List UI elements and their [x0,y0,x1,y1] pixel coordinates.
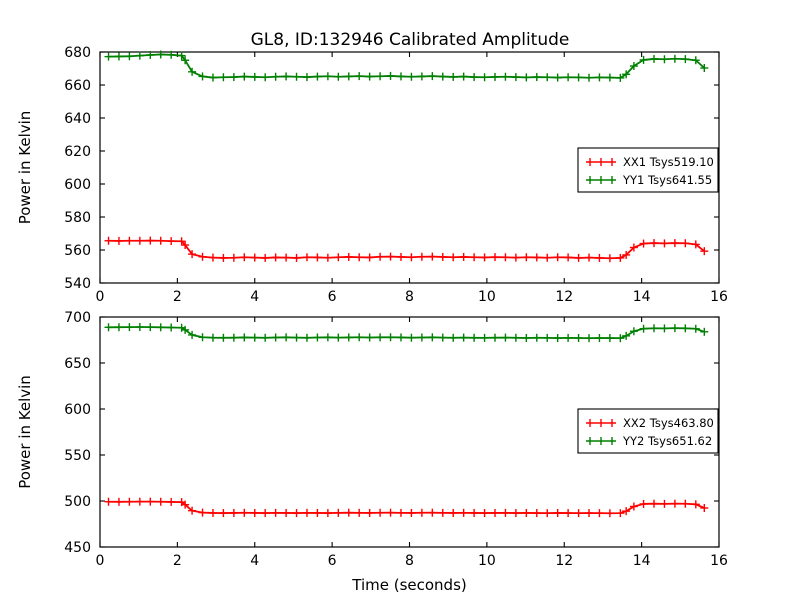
top-panel-axes: 0 2 4 6 8 10 12 14 16 540 560 580 600 620 640 660 680 Pow… [16,45,728,305]
x-axis-label: Time (seconds) [351,576,467,594]
y-tick-label: 640 [64,111,91,127]
x-tick-label: 6 [328,289,337,305]
y-tick-label: 560 [64,243,91,259]
x-tick-label: 16 [710,553,728,569]
y-tick-label: 600 [64,177,91,193]
y-tick-label: 540 [64,276,91,292]
y-tick-label: 580 [64,210,91,226]
legend-entry-label: XX2 Tsys463.80 [623,416,714,430]
legend-entry-label: XX1 Tsys519.10 [623,155,714,169]
series-markers [104,50,709,82]
x-tick-label: 4 [250,289,259,305]
legend-bottom[interactable]: XX2 Tsys463.80 YY2 Tsys651.62 [577,408,719,454]
series-markers [104,236,709,263]
legend-entry-label: YY1 Tsys641.55 [622,173,712,187]
series-markers [104,497,709,518]
y-tick-label: 550 [64,448,91,464]
x-tick-label: 8 [405,289,414,305]
y-axis-label: Power in Kelvin [16,375,34,489]
y-tick-label: 600 [64,402,91,418]
x-tick-label: 10 [478,289,496,305]
y-tick-label: 700 [64,310,91,326]
y-tick-label: 500 [64,494,91,510]
x-tick-label: 10 [478,553,496,569]
y-tick-label: 660 [64,78,91,94]
y-tick-label: 450 [64,540,91,556]
x-tick-label: 2 [173,553,182,569]
x-tick-label: 12 [555,289,573,305]
x-tick-label: 4 [250,553,259,569]
y-axis-label: Power in Kelvin [16,111,34,225]
legend-entry-label: YY2 Tsys651.62 [622,434,712,448]
x-tick-label: 12 [555,553,573,569]
y-tick-label: 650 [64,356,91,372]
x-tick-label: 14 [633,289,651,305]
x-tick-label: 16 [710,289,728,305]
x-tick-label: 14 [633,553,651,569]
x-tick-label: 6 [328,553,337,569]
y-tick-label: 620 [64,144,91,160]
x-tick-label: 8 [405,553,414,569]
x-tick-label: 2 [173,289,182,305]
legend-top[interactable]: XX1 Tsys519.10 YY1 Tsys641.55 [577,147,719,193]
series-markers [104,323,709,343]
chart-title: GL8, ID:132946 Calibrated Amplitude [251,30,570,50]
bottom-panel-axes: 0 2 4 6 8 10 12 14 16 450 500 550 600 650 700 Power in … [16,310,728,594]
x-tick-label: 0 [96,289,105,305]
y-tick-label: 680 [64,45,91,61]
x-tick-label: 0 [96,553,105,569]
